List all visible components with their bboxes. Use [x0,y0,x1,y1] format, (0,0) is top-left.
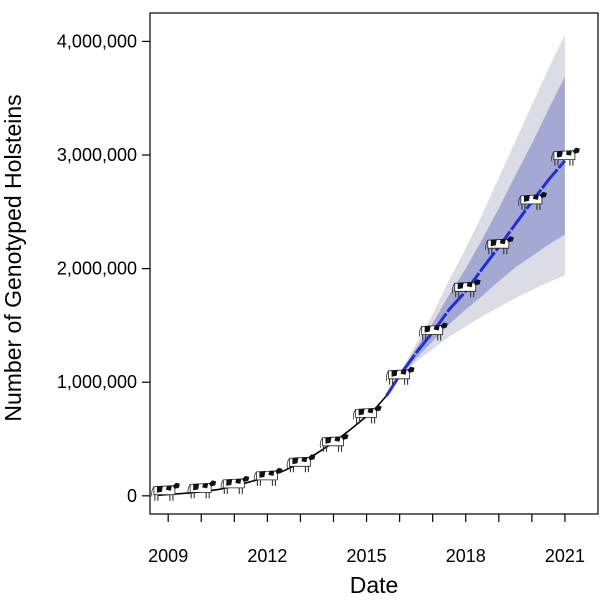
y-tick-label: 3,000,000 [57,145,137,165]
cow-icon [452,279,481,298]
x-tick-label: 2009 [148,546,188,566]
x-axis-title: Date [350,572,399,598]
band-inner-interval [386,76,565,396]
y-tick-label: 2,000,000 [57,259,137,279]
x-axis: 2009 2012 2015 2018 2021 [148,514,585,566]
cow-icon [352,405,382,424]
cow-icon [385,366,415,385]
cow-icon [220,475,250,494]
y-axis-title: Number of Genotyped Holsteins [0,94,26,421]
confidence-bands [386,34,565,396]
plot-frame [149,12,599,515]
x-tick-label: 2012 [247,546,287,566]
y-tick-label: 0 [127,486,137,506]
cow-icon [485,236,514,255]
y-axis: 0 1,000,000 2,000,000 3,000,000 4,000,000 [57,31,150,506]
cow-icon [286,454,316,473]
y-tick-label: 1,000,000 [57,372,137,392]
cow-icon [151,482,180,501]
y-tick-label: 4,000,000 [57,31,137,51]
cow-icon [419,322,448,341]
cow-icon [551,147,580,166]
x-tick-label: 2021 [545,546,585,566]
cow-icon [187,480,217,499]
cow-icon [319,433,349,452]
cow-icon [518,191,547,210]
cow-icon [253,467,283,486]
x-tick-label: 2015 [347,546,387,566]
x-tick-label: 2018 [446,546,486,566]
cow-markers [151,147,580,501]
